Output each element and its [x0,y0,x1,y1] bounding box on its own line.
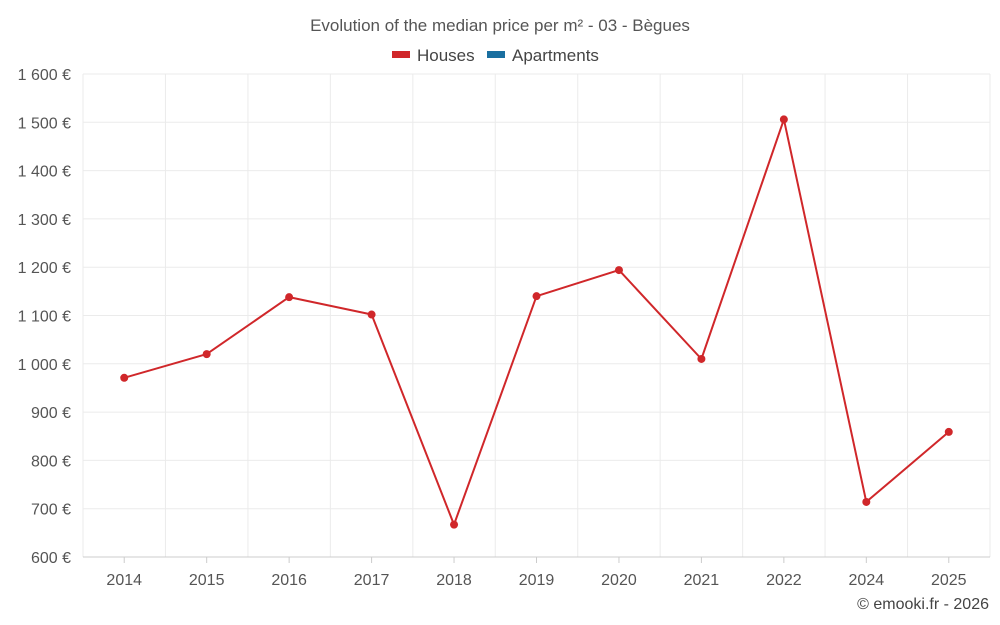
data-point[interactable] [285,293,294,302]
x-tick-label: 2020 [601,572,637,589]
x-axis-ticks: 2014 2015 2016 2017 2018 2019 2020 2021 2022 2024… [106,572,966,589]
y-tick-label: 1 400 € [18,164,71,181]
credit-text: © emooki.fr - 2026 [857,596,989,613]
y-axis-ticks: 600 € 700 € 800 € 900 € 1 000 € 1 100 € 1 200 … [18,67,71,567]
grid [82,73,991,557]
data-point[interactable] [202,350,211,359]
data-point[interactable] [779,115,788,124]
legend-label-apartments: Apartments [512,46,599,65]
x-tick-label: 2024 [849,572,885,589]
data-point[interactable] [862,497,871,506]
data-point[interactable] [944,427,953,436]
axes [83,556,990,563]
y-tick-label: 800 € [31,453,71,470]
x-tick-label: 2019 [519,572,555,589]
y-tick-label: 900 € [31,405,71,422]
legend-item-houses[interactable]: Houses [392,46,475,65]
x-tick-label: 2015 [189,572,225,589]
chart-title: Evolution of the median price per m² - 0… [310,16,690,35]
y-tick-label: 1 500 € [18,115,71,132]
legend-label-houses: Houses [417,46,475,65]
y-tick-label: 700 € [31,502,71,519]
data-point[interactable] [532,292,541,301]
legend-swatch-apartments [487,51,505,58]
x-tick-label: 2014 [106,572,142,589]
y-tick-label: 1 100 € [18,309,71,326]
legend-item-apartments[interactable]: Apartments [487,46,599,65]
data-point[interactable] [450,520,459,529]
data-point[interactable] [697,354,706,363]
data-point[interactable] [614,266,623,275]
x-tick-label: 2017 [354,572,390,589]
legend: Houses Apartments [392,46,599,65]
x-tick-label: 2016 [271,572,307,589]
legend-swatch-houses [392,51,410,58]
x-tick-label: 2018 [436,572,472,589]
y-tick-label: 1 000 € [18,357,71,374]
y-tick-label: 1 600 € [18,67,71,84]
x-tick-label: 2025 [931,572,967,589]
x-tick-label: 2021 [684,572,720,589]
y-tick-label: 1 300 € [18,212,71,229]
series [120,115,953,529]
y-tick-label: 600 € [31,550,71,567]
data-point[interactable] [120,373,129,382]
y-tick-label: 1 200 € [18,260,71,277]
x-tick-label: 2022 [766,572,802,589]
data-point[interactable] [367,310,376,319]
